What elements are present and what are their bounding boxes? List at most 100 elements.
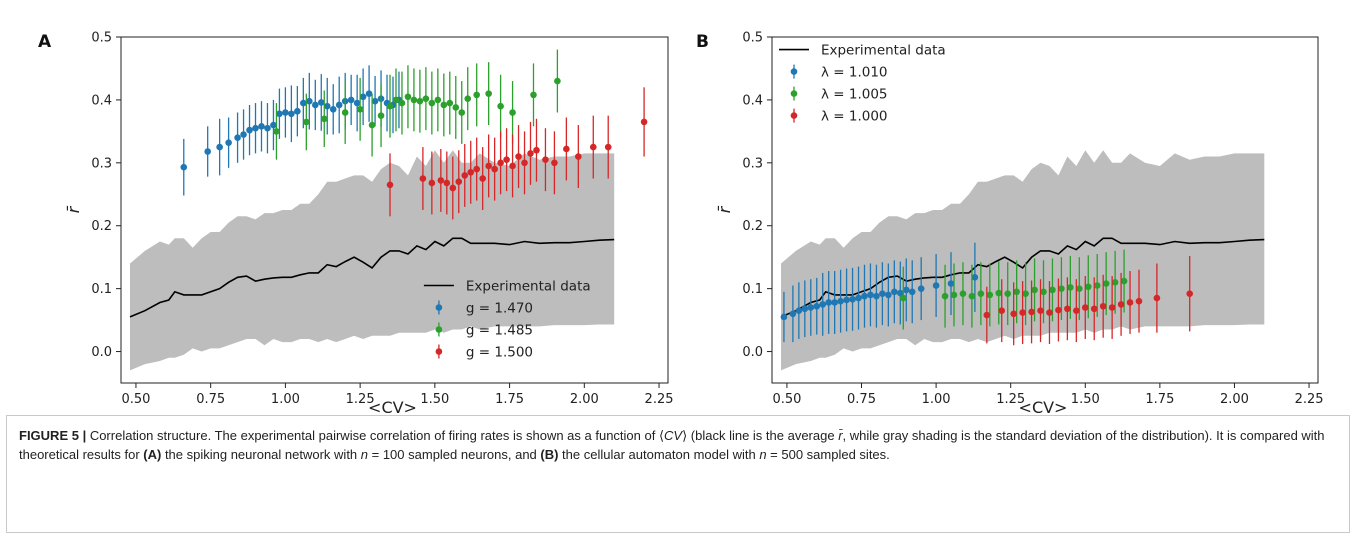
data-point — [789, 310, 797, 318]
data-point — [873, 292, 880, 300]
series-1 — [780, 242, 979, 343]
data-point — [473, 165, 480, 173]
data-point — [968, 292, 976, 300]
data-point — [341, 109, 349, 116]
x-axis-label: <CV> — [1019, 398, 1068, 415]
data-point — [294, 107, 301, 115]
y-axis-label: r̄ — [715, 205, 734, 213]
panel-label: B — [696, 32, 709, 52]
data-point — [329, 106, 337, 113]
y-tick-label: 0.3 — [742, 156, 763, 171]
legend-label: g = 1.485 — [466, 322, 533, 338]
data-point — [234, 134, 241, 141]
data-point — [303, 118, 310, 126]
data-point — [843, 296, 850, 304]
data-point — [533, 146, 540, 154]
data-point — [1135, 297, 1143, 305]
x-axis-label: <CV> — [368, 398, 417, 415]
x-tick-label: 1.75 — [495, 392, 524, 407]
data-point — [461, 172, 469, 179]
legend-label: λ = 1.005 — [821, 87, 888, 103]
data-point — [551, 159, 558, 167]
x-tick-label: 0.50 — [772, 392, 801, 407]
data-point — [449, 184, 457, 192]
data-point — [317, 99, 325, 106]
panel-a: A 0.50 0.75 1.00 1.25 1.50 1.75 2.00 2.25 0.0 0.1 0… — [38, 31, 674, 416]
data-point — [288, 110, 295, 118]
data-point — [1093, 282, 1101, 289]
data-point — [807, 304, 815, 311]
data-point — [575, 153, 582, 160]
data-point — [1013, 288, 1020, 296]
data-point — [1019, 309, 1026, 316]
series-3 — [983, 255, 1194, 346]
x-tick-label: 1.00 — [271, 392, 300, 407]
legend-swatch-marker — [435, 326, 443, 333]
data-point — [530, 91, 537, 99]
data-point — [335, 101, 343, 109]
y-tick-label: 0.2 — [91, 219, 112, 234]
data-point — [246, 126, 253, 134]
caption-text-1: Correlation structure. The experimental … — [86, 428, 665, 443]
data-point — [204, 148, 211, 155]
data-point — [359, 93, 367, 101]
data-point — [225, 139, 232, 146]
data-point — [1076, 285, 1083, 292]
data-point — [1111, 279, 1119, 286]
data-point — [416, 97, 424, 105]
data-point — [467, 168, 475, 176]
legend-label: g = 1.500 — [466, 344, 533, 360]
y-tick-label: 0.4 — [742, 93, 763, 108]
caption-text-3: , while gray shading is the standard dev… — [19, 428, 1325, 462]
data-point — [1022, 290, 1029, 297]
data-point — [440, 101, 448, 109]
data-point — [311, 101, 319, 109]
legend: Experimental data λ = 1.010 λ = 1.005 λ = 1… — [778, 43, 946, 125]
data-point — [855, 294, 862, 302]
data-point — [1126, 299, 1134, 306]
series-1 — [180, 65, 403, 196]
y-tick-label: 0.2 — [742, 219, 763, 234]
data-point — [503, 156, 510, 163]
data-point — [347, 96, 355, 104]
data-point — [640, 118, 648, 126]
data-point — [252, 124, 259, 132]
caption-n2: n — [759, 447, 767, 462]
data-point — [485, 162, 492, 170]
data-point — [950, 291, 958, 299]
data-point — [1004, 290, 1012, 297]
data-point — [473, 91, 480, 99]
data-point — [849, 296, 856, 303]
data-point — [306, 97, 313, 105]
data-point — [428, 179, 436, 187]
data-point — [410, 96, 418, 104]
data-point — [819, 301, 827, 308]
caption-text-4: the spiking neuronal network with — [161, 447, 361, 462]
y-tick-label: 0.0 — [742, 345, 763, 360]
x-tick-label: 2.25 — [1295, 392, 1324, 407]
data-point — [452, 104, 460, 111]
y-tick-label: 0.5 — [742, 31, 763, 46]
panel-label: A — [38, 32, 52, 52]
y-tick-label: 0.5 — [91, 31, 112, 46]
data-point — [1049, 286, 1056, 294]
data-point — [371, 97, 379, 105]
data-point — [1037, 307, 1044, 314]
data-point — [323, 102, 331, 110]
caption-text-7: = 500 sampled sites. — [766, 447, 890, 462]
caption-n1: n — [360, 447, 369, 462]
axes-frame — [771, 36, 1319, 384]
legend-swatch-marker — [435, 348, 443, 355]
data-point — [216, 143, 223, 151]
caption-rbar: r̄ — [838, 428, 843, 443]
caption-label: FIGURE 5 | — [19, 428, 87, 443]
data-point — [485, 90, 492, 97]
experimental-line — [129, 237, 615, 318]
data-point — [837, 297, 844, 305]
data-point — [983, 311, 991, 319]
data-point — [986, 291, 994, 299]
caption-text-6: the cellular automaton model with — [558, 447, 760, 462]
legend-label: λ = 1.010 — [821, 65, 888, 81]
data-point — [563, 145, 570, 153]
data-point — [497, 102, 504, 110]
